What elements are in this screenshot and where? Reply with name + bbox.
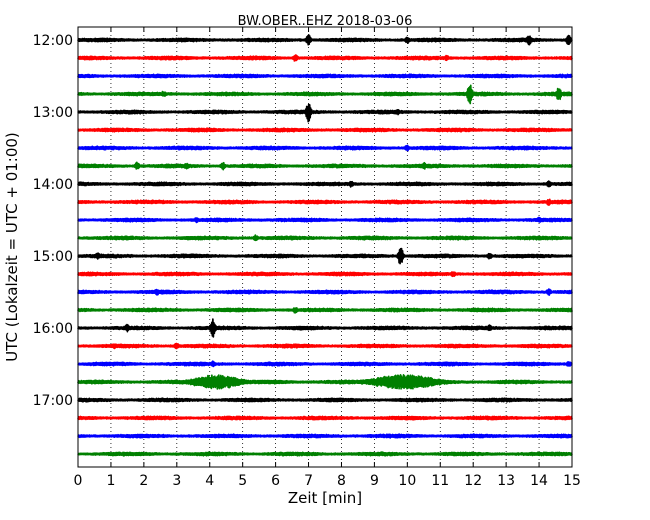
trace-1745 <box>77 451 573 457</box>
trace-1430 <box>77 216 573 224</box>
trace-1215 <box>77 54 573 62</box>
trace-1630 <box>77 360 573 368</box>
trace-1500 <box>77 247 573 265</box>
x-tick-label: 11 <box>431 473 449 489</box>
x-axis-label: Zeit [min] <box>288 489 362 507</box>
y-tick-label: 17:00 <box>33 393 73 409</box>
x-tick-label: 12 <box>464 473 482 489</box>
trace-1615 <box>77 342 573 350</box>
x-tick-label: 14 <box>530 473 548 489</box>
plot-frame <box>77 26 573 468</box>
trace-1345 <box>77 161 573 171</box>
x-tick-label: 1 <box>106 473 115 489</box>
x-tick-label: 2 <box>139 473 148 489</box>
x-tick-label: 3 <box>172 473 181 489</box>
trace-1730 <box>77 433 573 439</box>
trace-1415 <box>77 198 573 206</box>
trace-1545 <box>77 307 573 314</box>
x-tick-label: 0 <box>74 473 83 489</box>
trace-1330 <box>77 144 573 152</box>
x-tick-label: 4 <box>205 473 214 489</box>
y-tick-label: 13:00 <box>33 105 73 121</box>
y-tick-label: 15:00 <box>33 249 73 265</box>
x-tick-label: 9 <box>370 473 379 489</box>
trace-1300 <box>77 103 573 123</box>
trace-1700 <box>77 397 573 403</box>
trace-1715 <box>77 415 573 421</box>
trace-1645 <box>77 374 573 390</box>
y-axis-label: UTC (Lokalzeit = UTC + 01:00) <box>3 132 21 362</box>
trace-1530 <box>77 288 573 296</box>
trace-1315 <box>77 127 573 133</box>
y-tick-label: 12:00 <box>33 33 73 49</box>
x-tick-label: 13 <box>497 473 515 489</box>
x-tick-label: 10 <box>398 473 416 489</box>
x-tick-label: 7 <box>304 473 313 489</box>
grid <box>110 27 540 467</box>
x-tick-label: 6 <box>271 473 280 489</box>
trace-1515 <box>77 271 573 278</box>
trace-1245 <box>77 84 573 105</box>
trace-group <box>77 33 573 457</box>
trace-1400 <box>77 180 573 188</box>
trace-1200 <box>77 33 573 46</box>
x-tick-label: 15 <box>563 473 581 489</box>
x-tick-label: 5 <box>238 473 247 489</box>
trace-1230 <box>77 73 573 79</box>
y-tick-label: 14:00 <box>33 177 73 193</box>
chart-title: BW.OBER..EHZ 2018-03-06 <box>238 14 413 29</box>
trace-1445 <box>77 234 573 242</box>
y-tick-label: 16:00 <box>33 321 73 337</box>
trace-1600 <box>77 318 573 338</box>
axis-ticks: 0 1 2 3 4 5 6 7 8 9 10 11 12 13 14 1512:0013:0014:0015:… <box>33 27 581 489</box>
x-tick-label: 8 <box>337 473 346 489</box>
